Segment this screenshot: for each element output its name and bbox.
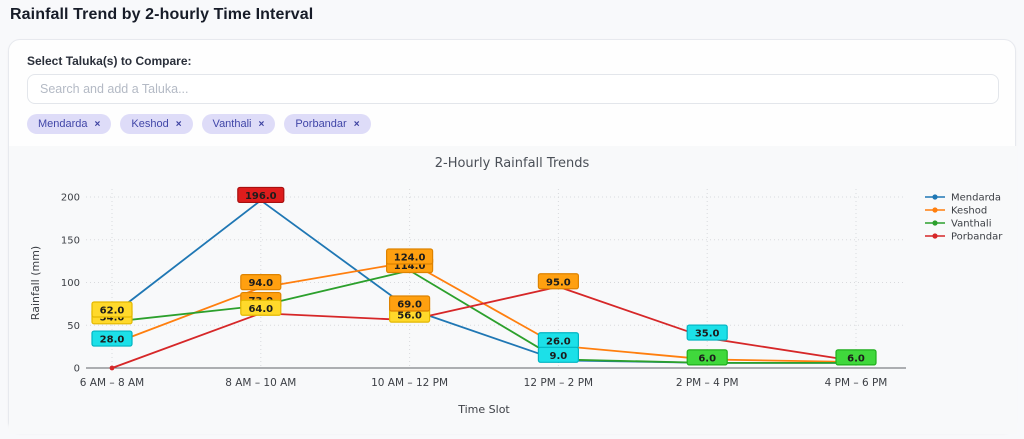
remove-icon[interactable]: × [353, 118, 360, 130]
taluka-tag-porbandar[interactable]: Porbandar × [284, 114, 371, 134]
value-label: 35.0 [695, 329, 720, 340]
legend-label: Porbandar [951, 232, 1003, 243]
legend-label: Vanthali [951, 219, 991, 230]
rainfall-chart-svg: 2-Hourly Rainfall Trends 0 50 100 150 200 6 AM… [9, 146, 1017, 434]
value-label-box [537, 273, 580, 290]
legend-label: Keshod [951, 206, 987, 217]
x-tick-label: 4 PM – 6 PM [825, 377, 888, 389]
remove-icon[interactable]: × [94, 118, 101, 130]
selected-taluka-tags: Mendarda × Keshod × Vanthali × Porbandar × [27, 114, 371, 134]
remove-icon[interactable]: × [258, 118, 265, 130]
x-tick-label: 12 PM – 2 PM [524, 377, 593, 389]
data-point [109, 365, 115, 371]
taluka-tag-label: Mendarda [38, 118, 88, 130]
y-tick-label: 150 [61, 235, 80, 246]
value-label: 95.0 [546, 277, 571, 288]
series-line-porbandar [111, 285, 857, 369]
y-axis-title: Rainfall (mm) [29, 246, 42, 320]
x-axis-title: Time Slot [457, 403, 510, 416]
taluka-tag-keshod[interactable]: Keshod × [120, 114, 193, 134]
value-label: 26.0 [546, 336, 571, 347]
value-label-box [389, 295, 431, 312]
taluka-search-input[interactable] [27, 74, 999, 104]
legend-marker-dot [932, 207, 938, 213]
series-line-vanthali [111, 269, 856, 364]
x-tick-label: 8 AM – 10 AM [225, 377, 296, 389]
y-tick-label: 100 [61, 278, 80, 289]
legend-marker-dot [932, 194, 938, 200]
value-label-box [537, 346, 580, 363]
value-label-box [237, 186, 285, 204]
value-label: 28.0 [100, 335, 125, 346]
chart-title: 2-Hourly Rainfall Trends [435, 156, 590, 171]
value-label: 6.0 [847, 353, 865, 364]
value-label: 56.0 [397, 311, 422, 322]
legend-label: Mendarda [951, 193, 1001, 204]
legend-marker-dot [932, 220, 938, 226]
taluka-tag-mendarda[interactable]: Mendarda × [27, 114, 112, 134]
remove-icon[interactable]: × [175, 118, 182, 130]
value-label: 124.0 [394, 252, 426, 263]
plot-background [9, 146, 1017, 434]
value-label: 196.0 [245, 191, 277, 202]
value-label-box [240, 299, 282, 316]
value-label-box [91, 301, 133, 318]
x-tick-label: 10 AM – 12 PM [371, 377, 448, 389]
select-taluka-label: Select Taluka(s) to Compare: [27, 54, 192, 68]
value-label: 94.0 [248, 278, 273, 289]
value-label-box [240, 274, 282, 291]
value-label: 6.0 [698, 353, 716, 364]
rainfall-chart: 2-Hourly Rainfall Trends 0 50 100 150 200 6 AM… [9, 146, 1017, 434]
value-label-box [91, 330, 133, 347]
taluka-tag-label: Vanthali [212, 118, 252, 130]
y-tick-label: 0 [74, 364, 80, 375]
y-tick-label: 50 [67, 321, 80, 332]
value-label: 9.0 [550, 351, 568, 362]
value-label: 64.0 [248, 304, 273, 315]
legend-marker-dot [932, 233, 938, 239]
value-label: 114.0 [394, 261, 426, 272]
value-label: 69.0 [397, 300, 422, 311]
value-label-box [835, 349, 877, 366]
value-label-box [686, 349, 728, 366]
y-tick-label: 200 [61, 193, 80, 204]
x-tick-label: 6 AM – 8 AM [80, 377, 144, 389]
taluka-tag-label: Keshod [131, 118, 169, 130]
taluka-tag-vanthali[interactable]: Vanthali × [201, 114, 276, 134]
value-label-box [386, 248, 434, 265]
page-title: Rainfall Trend by 2-hourly Time Interval [10, 6, 314, 23]
content-card: Select Taluka(s) to Compare: Mendarda×Ke… [8, 39, 1017, 434]
taluka-tag-label: Porbandar [295, 118, 347, 130]
value-label: 54.0 [100, 312, 125, 323]
value-label: 62.0 [100, 305, 125, 316]
value-label-box [686, 324, 728, 341]
x-tick-label: 2 PM – 4 PM [676, 377, 739, 389]
